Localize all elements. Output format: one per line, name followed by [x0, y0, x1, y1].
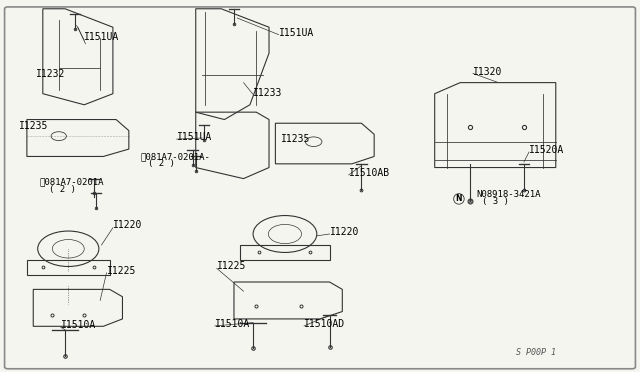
Text: Ⓑ081A7-0201A: Ⓑ081A7-0201A: [40, 177, 104, 186]
Text: I151UA: I151UA: [278, 29, 314, 38]
Text: I1233: I1233: [253, 87, 282, 97]
Text: I1510AB: I1510AB: [349, 168, 390, 178]
Text: I151UA: I151UA: [84, 32, 120, 42]
Text: I1510AD: I1510AD: [304, 319, 345, 329]
Text: N: N: [456, 195, 462, 203]
Text: I1510A: I1510A: [215, 319, 250, 329]
Text: Ⓑ081A7-0201A-: Ⓑ081A7-0201A-: [140, 152, 210, 161]
Text: I1235: I1235: [19, 121, 49, 131]
Text: I1225: I1225: [217, 261, 246, 271]
Text: I1520A: I1520A: [529, 145, 564, 155]
Text: ( 2 ): ( 2 ): [148, 160, 175, 169]
Text: I1225: I1225: [106, 266, 136, 276]
Text: ( 2 ): ( 2 ): [49, 185, 76, 194]
Text: S P00P 1: S P00P 1: [516, 348, 556, 357]
Text: I151UA: I151UA: [177, 132, 212, 142]
Text: I1235: I1235: [280, 134, 310, 144]
Text: I1220: I1220: [113, 221, 142, 231]
Text: I1220: I1220: [330, 227, 359, 237]
Text: I1232: I1232: [36, 69, 66, 79]
Text: N08918-3421A: N08918-3421A: [476, 190, 541, 199]
Text: I1510A: I1510A: [61, 320, 96, 330]
Text: ( 3 ): ( 3 ): [483, 198, 509, 206]
Text: I1320: I1320: [473, 67, 502, 77]
